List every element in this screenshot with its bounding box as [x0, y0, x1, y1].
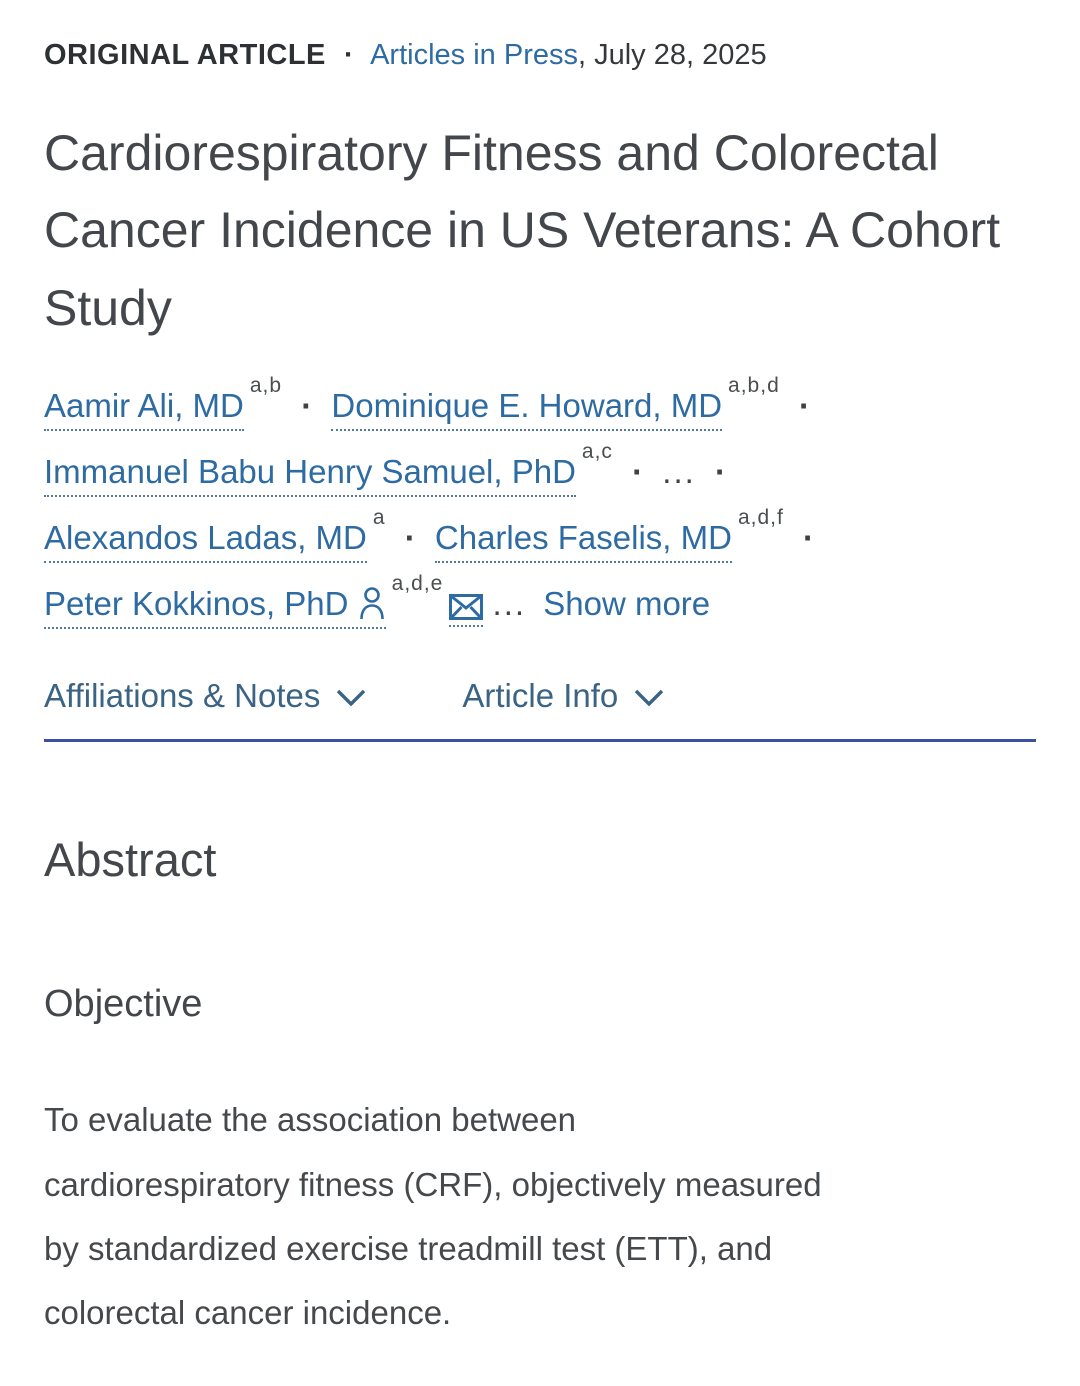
author-separator: · — [404, 519, 416, 557]
expander-row: Affiliations & Notes Article Info — [44, 677, 1036, 715]
objective-line: by standardized exercise treadmill test … — [44, 1229, 773, 1267]
publication-date: , July 28, 2025 — [577, 39, 767, 71]
article-type-label: ORIGINAL ARTICLE — [44, 39, 326, 71]
author-entry: Peter Kokkinos, PhD a,d,e — [44, 572, 484, 630]
author-affiliation-sup: a,c — [581, 440, 613, 464]
affiliations-notes-label: Affiliations & Notes — [44, 677, 321, 715]
email-author-icon — [449, 594, 484, 621]
chevron-down-icon — [635, 690, 664, 707]
article-header: ORIGINAL ARTICLE · Articles in Press, Ju… — [44, 38, 1036, 743]
articles-in-press-link[interactable]: Articles in Press — [370, 39, 578, 71]
author-affiliation-sup: a,d,f — [737, 506, 784, 530]
hidden-authors-ellipsis: ... — [662, 453, 696, 491]
objective-paragraph: To evaluate the association between card… — [44, 1088, 1036, 1345]
author-entry: Aamir Ali, MDa,b — [44, 374, 282, 432]
meta-separator-dot: · — [343, 39, 354, 71]
section-divider — [44, 739, 1036, 743]
abstract-heading: Abstract — [44, 833, 217, 887]
author-affiliation-sup: a,d,e — [391, 572, 444, 596]
affiliations-notes-expander[interactable]: Affiliations & Notes — [44, 677, 366, 715]
objective-heading: Objective — [44, 983, 203, 1026]
author-separator: · — [632, 453, 644, 491]
author-link[interactable]: Aamir Ali, MD — [44, 387, 244, 432]
author-affiliation-sup: a,b,d — [728, 374, 780, 398]
author-link[interactable]: Dominique E. Howard, MD — [331, 387, 723, 432]
page-title: Cardiorespiratory Fitness and Colorectal… — [44, 124, 1001, 336]
author-separator: · — [798, 387, 810, 425]
article-info-expander[interactable]: Article Info — [462, 677, 664, 715]
author-entry: Immanuel Babu Henry Samuel, PhDa,c — [44, 440, 613, 498]
author-separator: · — [301, 387, 313, 425]
chevron-down-icon — [337, 690, 366, 707]
author-affiliation-sup: a,b — [249, 374, 283, 398]
author-separator: · — [803, 519, 815, 557]
objective-line: cardiorespiratory fitness (CRF), objecti… — [44, 1165, 822, 1203]
author-separator: · — [714, 453, 726, 491]
author-list: Aamir Ali, MDa,b · Dominique E. Howard, … — [44, 373, 949, 637]
objective-line: To evaluate the association between — [44, 1101, 577, 1139]
objective-line: colorectal cancer incidence. — [44, 1294, 452, 1332]
abstract-section: Abstract Objective To evaluate the assoc… — [44, 832, 1036, 1345]
show-more-button[interactable]: Show more — [543, 585, 711, 623]
author-entry: Dominique E. Howard, MDa,b,d — [331, 374, 779, 432]
email-author-link[interactable] — [449, 585, 484, 628]
author-profile-icon — [359, 587, 384, 620]
show-more-ellipsis: ... — [492, 585, 527, 623]
author-link[interactable]: Alexandos Ladas, MD — [44, 519, 367, 564]
meta-row: ORIGINAL ARTICLE · Articles in Press, Ju… — [44, 38, 1036, 73]
article-info-label: Article Info — [462, 677, 619, 715]
author-affiliation-sup: a — [372, 506, 386, 530]
author-link[interactable]: Immanuel Babu Henry Samuel, PhD — [44, 453, 576, 498]
author-entry: Charles Faselis, MDa,d,f — [434, 506, 784, 564]
author-link[interactable]: Peter Kokkinos, PhD — [44, 585, 386, 630]
author-entry: Alexandos Ladas, MDa — [44, 506, 386, 564]
author-link[interactable]: Charles Faselis, MD — [434, 519, 732, 564]
